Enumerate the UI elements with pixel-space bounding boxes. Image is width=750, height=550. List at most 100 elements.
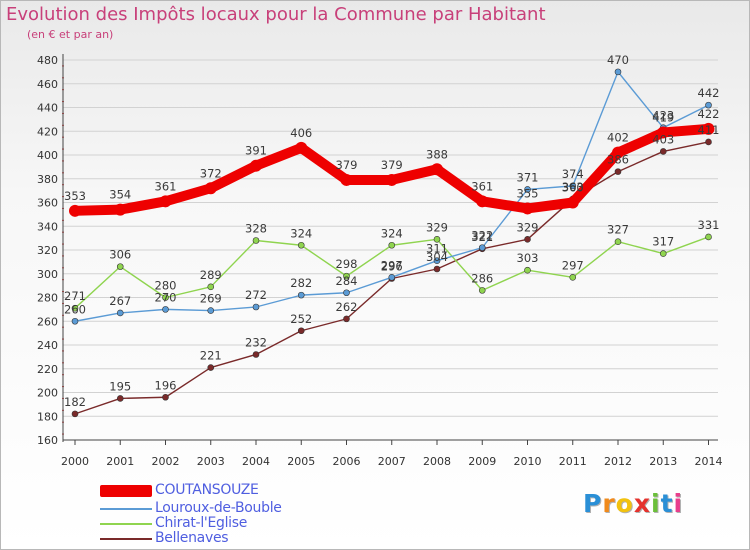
y-tick-label-320: 320 — [37, 244, 58, 257]
data-point-chirat-l-eglise-2006 — [343, 272, 350, 280]
data-point-bellenaves-2004 — [252, 351, 260, 358]
data-label-louroux-de-bouble-2012: 470 — [607, 53, 629, 67]
data-label-coutansouze-2007: 379 — [381, 158, 403, 172]
legend-swatch-coutansouze — [100, 485, 152, 497]
logo-letter: r — [602, 489, 616, 518]
series-lines — [69, 68, 715, 418]
data-label-louroux-de-bouble-2011: 374 — [562, 167, 584, 181]
logo-letter: o — [615, 489, 634, 518]
data-point-bellenaves-2002 — [162, 393, 169, 401]
logo-letter: x — [633, 489, 651, 518]
data-label-bellenaves-2012: 386 — [607, 153, 629, 167]
y-tick-label-200: 200 — [37, 387, 58, 400]
data-point-bellenaves-2008 — [433, 265, 441, 273]
data-point-chirat-l-eglise-2000 — [71, 304, 79, 312]
x-tick-label-2011: 2011 — [559, 455, 587, 468]
y-tick-label-280: 280 — [37, 292, 58, 305]
data-label-bellenaves-2009: 321 — [471, 230, 493, 244]
grid-lines — [63, 59, 718, 441]
data-point-bellenaves-2014 — [705, 138, 712, 146]
data-point-chirat-l-eglise-2012 — [614, 238, 622, 245]
y-tick-label-340: 340 — [37, 220, 58, 233]
data-label-chirat-l-eglise-2013: 317 — [652, 235, 674, 249]
data-label-coutansouze-2005: 406 — [290, 126, 312, 140]
x-tick-label-2004: 2004 — [242, 455, 270, 468]
data-labels: 182 195 196 221 232 252 262 296 304 321 329 363 386 4… — [64, 53, 719, 409]
data-label-chirat-l-eglise-2012: 327 — [607, 223, 629, 237]
data-label-louroux-de-bouble-2007: 297 — [381, 258, 403, 272]
data-point-coutansouze-2005 — [295, 141, 308, 154]
y-tick-label-360: 360 — [37, 197, 58, 210]
x-tick-label-2005: 2005 — [287, 455, 315, 468]
logo-letter: i — [651, 489, 661, 518]
data-point-louroux-de-bouble-2001 — [116, 309, 124, 317]
data-point-coutansouze-2002 — [159, 195, 172, 208]
data-point-louroux-de-bouble-2014 — [705, 101, 712, 109]
data-label-louroux-de-bouble-2013: 423 — [652, 109, 674, 123]
x-tick-label-2002: 2002 — [152, 455, 180, 468]
legend-item-louroux-de-bouble[interactable]: Louroux-de-Bouble — [100, 500, 360, 516]
data-label-bellenaves-2004: 232 — [245, 336, 267, 350]
data-point-coutansouze-2001 — [114, 203, 127, 216]
legend-item-chirat-l-eglise[interactable]: Chirat-l'Eglise — [100, 515, 360, 531]
data-label-coutansouze-2000: 353 — [64, 189, 86, 203]
data-point-louroux-de-bouble-2011 — [569, 182, 577, 190]
data-label-bellenaves-2001: 195 — [109, 379, 131, 393]
axes: 160 180 200 220 240 260 280 300 320 340 360 380 400 4… — [37, 54, 723, 468]
data-label-bellenaves-2005: 252 — [290, 312, 312, 326]
legend-label-bellenaves: Bellenaves — [155, 530, 229, 546]
data-point-coutansouze-2012 — [612, 146, 624, 159]
data-point-chirat-l-eglise-2011 — [569, 274, 577, 281]
x-tick-label-2012: 2012 — [604, 455, 632, 468]
data-label-louroux-de-bouble-2008: 311 — [426, 242, 448, 256]
data-label-chirat-l-eglise-2008: 329 — [426, 220, 448, 234]
data-label-louroux-de-bouble-2005: 282 — [290, 276, 312, 290]
data-point-chirat-l-eglise-2010 — [524, 266, 531, 274]
data-point-bellenaves-2005 — [297, 327, 305, 335]
proxiti-logo: Proxiti — [583, 489, 683, 518]
y-tick-label-260: 260 — [37, 315, 58, 328]
data-label-chirat-l-eglise-2001: 306 — [109, 248, 131, 262]
y-tick-label-420: 420 — [37, 125, 58, 138]
data-label-bellenaves-2000: 182 — [64, 395, 86, 409]
data-label-louroux-de-bouble-2006: 284 — [336, 274, 358, 288]
logo-letter: i — [673, 489, 684, 518]
legend-label-louroux-de-bouble: Louroux-de-Bouble — [155, 500, 282, 516]
data-point-coutansouze-2004 — [250, 159, 262, 172]
data-point-bellenaves-2000 — [71, 410, 79, 418]
data-point-chirat-l-eglise-2013 — [659, 250, 667, 257]
data-point-chirat-l-eglise-2007 — [388, 241, 396, 249]
data-label-louroux-de-bouble-2009: 322 — [471, 229, 493, 243]
y-tick-label-300: 300 — [37, 268, 58, 281]
data-label-coutansouze-2009: 361 — [471, 179, 493, 193]
data-point-louroux-de-bouble-2006 — [343, 289, 350, 297]
data-point-louroux-de-bouble-2005 — [297, 291, 305, 299]
data-label-bellenaves-2011: 363 — [562, 180, 584, 194]
data-label-chirat-l-eglise-2000: 271 — [64, 289, 86, 303]
legend-swatch-bellenaves — [100, 538, 152, 540]
y-tick-label-180: 180 — [37, 410, 58, 423]
data-label-bellenaves-2002: 196 — [155, 378, 177, 392]
data-label-coutansouze-2001: 354 — [109, 188, 131, 202]
data-point-chirat-l-eglise-2008 — [433, 236, 441, 243]
data-point-coutansouze-2006 — [340, 173, 353, 186]
data-label-chirat-l-eglise-2010: 303 — [517, 251, 539, 265]
legend-label-chirat-l-eglise: Chirat-l'Eglise — [155, 515, 248, 531]
data-point-chirat-l-eglise-2001 — [116, 263, 124, 270]
legend-item-coutansouze[interactable]: COUTANSOUZE — [100, 482, 360, 498]
data-label-bellenaves-2007: 296 — [381, 260, 403, 274]
y-tick-label-240: 240 — [37, 339, 58, 352]
legend-item-bellenaves[interactable]: Bellenaves — [100, 530, 360, 546]
data-label-coutansouze-2006: 379 — [336, 158, 358, 172]
data-point-bellenaves-2003 — [207, 364, 215, 371]
data-point-louroux-de-bouble-2004 — [252, 303, 260, 311]
data-label-coutansouze-2014: 422 — [698, 107, 720, 121]
x-tick-label-2003: 2003 — [197, 455, 225, 468]
y-tick-label-220: 220 — [37, 363, 58, 376]
data-point-bellenaves-2012 — [614, 168, 622, 175]
data-label-bellenaves-2008: 304 — [426, 250, 448, 264]
chart-title: Evolution des Impôts locaux pour la Comm… — [6, 4, 546, 25]
data-label-coutansouze-2013: 419 — [652, 110, 674, 124]
data-label-chirat-l-eglise-2003: 289 — [200, 268, 222, 282]
